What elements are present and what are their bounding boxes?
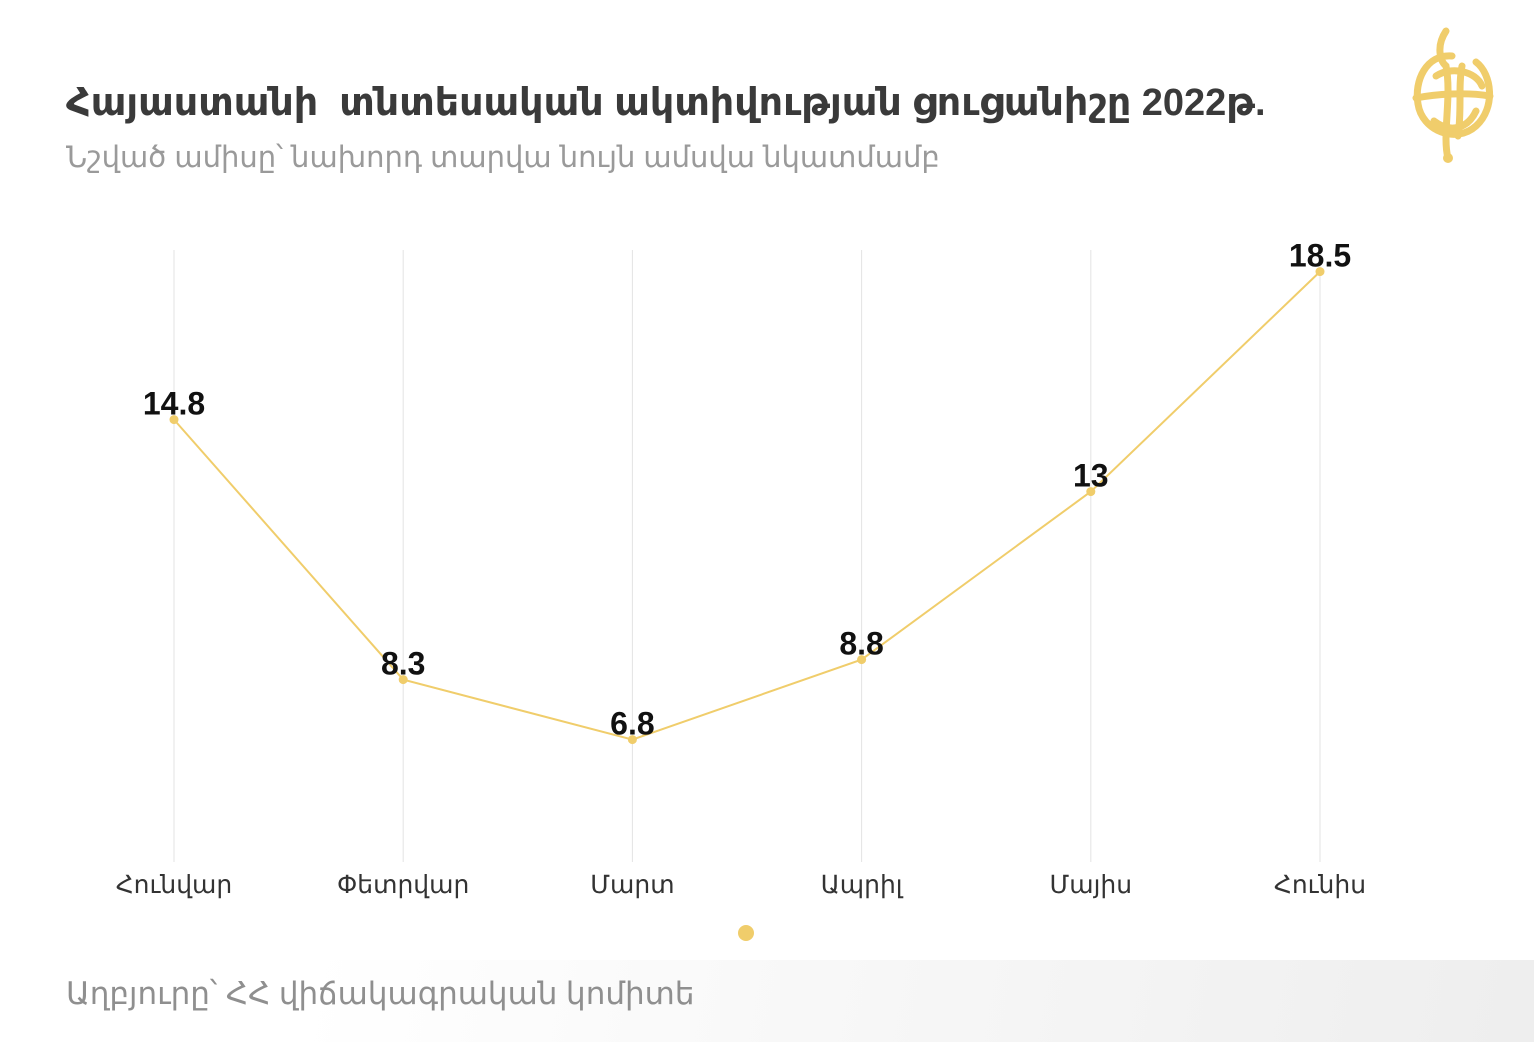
data-point [1086,487,1096,497]
data-label: 18.5 [1289,238,1351,274]
data-label: 8.3 [381,646,425,682]
data-label: 13 [1073,458,1109,494]
x-tick-label: Ապրիլ [821,871,904,899]
data-point [398,675,408,685]
data-label: 8.8 [839,626,883,662]
chart-title: Հայաստանի տնտեսական ակտիվության ցուցանիշ… [66,82,1266,124]
source-note: Աղբյուրը՝ ՀՀ վիճակագրական կոմիտե [66,976,695,1011]
x-tick-label: Մարտ [590,871,674,899]
x-tick-label: Փետրվար [337,871,469,899]
data-point [857,655,867,665]
x-tick-label: Հունիս [1274,871,1366,899]
footer-shade [0,960,1534,1042]
x-tick-label: Մայիս [1049,871,1132,899]
data-point [627,735,637,745]
yellow-emblem-icon [1412,27,1494,163]
series-line [173,270,1321,741]
x-tick-label: Հունվար [116,871,233,899]
data-label: 14.8 [143,386,205,422]
data-point [1315,267,1325,277]
legend-marker [738,925,754,941]
chart-subtitle: Նշված ամիսը՝ նախորդ տարվա նույն ամսվա նկ… [66,142,940,174]
data-label: 6.8 [610,706,654,742]
data-point [169,415,179,425]
